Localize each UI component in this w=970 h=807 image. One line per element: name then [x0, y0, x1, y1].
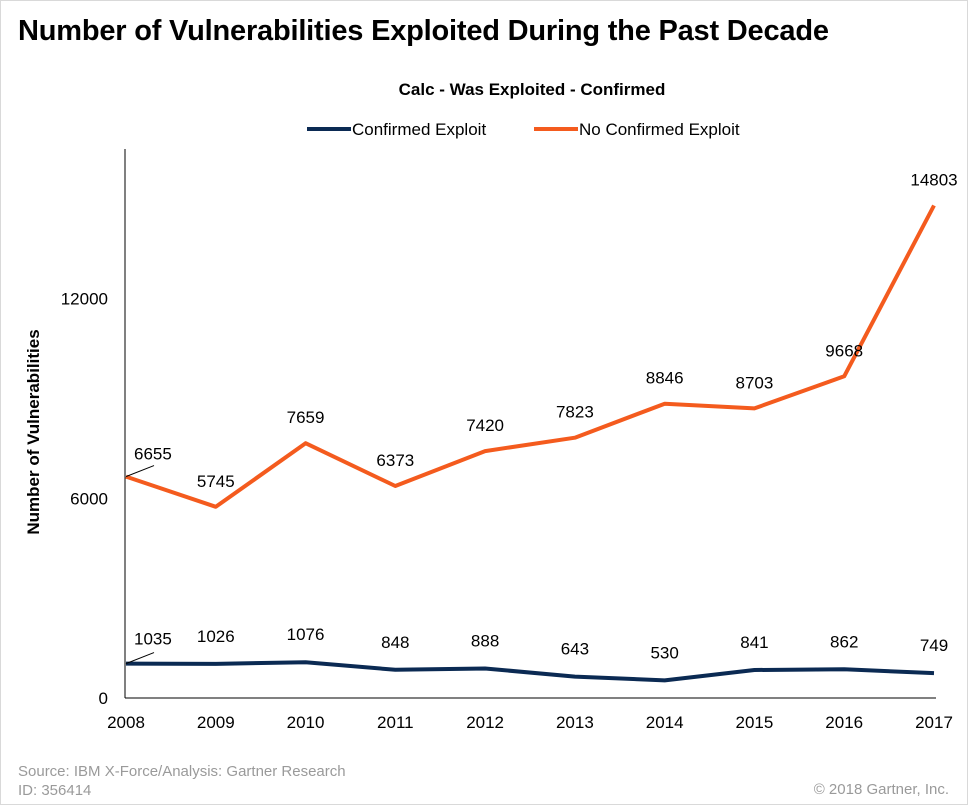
legend-label-no-confirmed: No Confirmed Exploit — [579, 120, 740, 139]
series-line — [125, 660, 935, 683]
data-label: 841 — [740, 633, 768, 652]
x-tick-label: 2014 — [646, 713, 684, 732]
y-axis-label: Number of Vulnerabilities — [24, 329, 43, 534]
x-tick-label: 2015 — [736, 713, 774, 732]
series-no-confirmed-exploit: 6655 5745 7659 6373 7420 7823 8846 8703 9668 1480… — [125, 170, 958, 509]
data-label-leader — [125, 652, 155, 665]
data-label: 7420 — [466, 416, 504, 435]
data-label: 6373 — [376, 451, 414, 470]
y-tick-label: 12000 — [61, 290, 108, 309]
x-tick-label: 2009 — [197, 713, 235, 732]
chart-title: Calc - Was Exploited - Confirmed — [399, 80, 666, 99]
data-label: 8846 — [646, 369, 684, 388]
source-text: Source: IBM X-Force/Analysis: Gartner Re… — [18, 763, 346, 780]
copyright: © 2018 Gartner, Inc. — [813, 781, 949, 798]
data-label: 8703 — [736, 373, 774, 392]
data-label: 643 — [561, 640, 589, 659]
x-tick-label: 2013 — [556, 713, 594, 732]
data-label: 7823 — [556, 403, 594, 422]
data-label-leader — [125, 465, 155, 478]
source-note: Source: IBM X-Force/Analysis: Gartner Re… — [18, 762, 346, 800]
axes: 0 6000 12000 2008 2009 2010 2011 2012 2013 2014 20… — [61, 149, 953, 732]
x-tick-label: 2011 — [377, 713, 414, 732]
document-id: ID: 356414 — [18, 782, 92, 799]
data-label: 888 — [471, 631, 499, 650]
series-line — [125, 204, 936, 509]
x-tick-label: 2012 — [466, 713, 504, 732]
series-confirmed-exploit: 1035 1026 1076 848 888 643 530 841 862 749 — [125, 625, 948, 683]
data-label: 1035 — [134, 630, 172, 649]
series-layer: 1035 1026 1076 848 888 643 530 841 862 749 6655 574… — [125, 170, 958, 683]
data-label: 9668 — [825, 341, 863, 360]
x-tick-label: 2010 — [287, 713, 325, 732]
data-label: 1026 — [197, 627, 235, 646]
x-tick-label: 2016 — [825, 713, 863, 732]
data-label: 848 — [381, 633, 409, 652]
y-tick-label: 6000 — [70, 489, 108, 508]
data-label: 749 — [920, 636, 948, 655]
legend-label-confirmed: Confirmed Exploit — [352, 120, 486, 139]
page-title: Number of Vulnerabilities Exploited Duri… — [18, 15, 829, 47]
x-tick-label: 2008 — [107, 713, 145, 732]
data-label: 5745 — [197, 472, 235, 491]
legend: Confirmed Exploit No Confirmed Exploit — [307, 120, 740, 139]
data-label: 6655 — [134, 445, 172, 464]
data-label: 14803 — [910, 170, 957, 189]
x-tick-label: 2017 — [915, 713, 953, 732]
y-tick-label: 0 — [99, 689, 108, 708]
data-label: 1076 — [287, 625, 325, 644]
data-label: 862 — [830, 632, 858, 651]
data-label: 530 — [650, 643, 678, 662]
data-label: 7659 — [287, 408, 325, 427]
